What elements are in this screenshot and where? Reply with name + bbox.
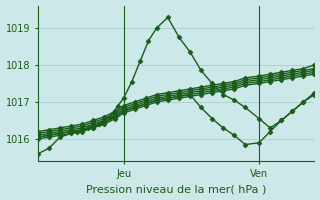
X-axis label: Pression niveau de la mer( hPa ): Pression niveau de la mer( hPa )	[86, 184, 266, 194]
